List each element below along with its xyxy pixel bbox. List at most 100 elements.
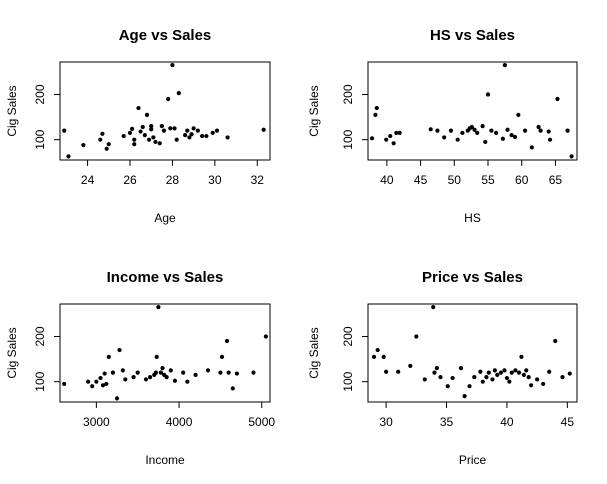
data-point [509, 133, 514, 138]
x-tick-label: 28 [166, 173, 180, 187]
x-tick-label: 50 [448, 173, 462, 187]
data-point [193, 372, 198, 378]
data-point [251, 370, 256, 375]
data-point [153, 139, 158, 145]
data-point [384, 369, 389, 374]
data-point [106, 354, 111, 359]
data-point [204, 133, 209, 139]
data-point [102, 371, 107, 376]
data-point [480, 124, 485, 129]
data-point [373, 112, 378, 117]
data-point [151, 135, 156, 140]
data-point [153, 370, 159, 375]
data-point [214, 128, 220, 133]
data-point [408, 363, 413, 368]
x-tick-label: 40 [380, 173, 394, 187]
data-point [396, 369, 401, 374]
data-point [567, 371, 572, 376]
data-point [143, 377, 149, 382]
data-point [149, 124, 154, 129]
data-point [140, 124, 145, 130]
data-point [81, 142, 86, 148]
x-tick-label: 3000 [83, 415, 110, 429]
data-point [161, 128, 167, 133]
data-point [62, 128, 67, 133]
plot-box [367, 61, 578, 161]
data-point [397, 130, 402, 136]
data-point [547, 137, 553, 142]
data-point [414, 334, 419, 339]
data-point [432, 370, 437, 375]
y-tick-label: 200 [341, 326, 355, 346]
y-tick-label: 100 [33, 371, 47, 391]
data-point [156, 305, 161, 310]
data-point [522, 128, 528, 133]
data-point [132, 142, 137, 147]
data-point [498, 370, 503, 375]
data-point [159, 124, 164, 129]
data-point [123, 377, 128, 382]
data-point [154, 354, 159, 359]
data-point [104, 146, 109, 151]
x-tick-label: 26 [123, 173, 137, 187]
data-point [127, 130, 133, 136]
data-point [120, 368, 125, 373]
data-point [428, 127, 433, 132]
data-point [135, 370, 140, 375]
data-point [458, 366, 464, 371]
data-point [158, 370, 163, 375]
data-point [472, 127, 477, 132]
chart-title: Age vs Sales [119, 27, 212, 44]
data-point [445, 384, 450, 389]
data-point [195, 128, 200, 133]
data-point [174, 137, 179, 142]
x-tick-label: 55 [481, 173, 495, 187]
data-point [218, 370, 223, 375]
data-point [431, 305, 436, 310]
data-point [210, 130, 215, 136]
data-point [185, 128, 190, 133]
data-point [438, 375, 443, 380]
data-point [66, 154, 71, 159]
data-point [62, 381, 67, 387]
panel-2: HS vs Sales HS Cig Sales 40 45 50 55 60 65 100 200 [307, 27, 578, 225]
data-point [455, 137, 460, 142]
data-point [480, 379, 485, 384]
data-point [546, 129, 551, 134]
data-point [121, 133, 126, 139]
data-point [375, 347, 380, 353]
data-point [371, 354, 377, 359]
data-point [176, 91, 181, 96]
x-axis-label: HS [464, 211, 481, 225]
x-tick-label: 40 [500, 415, 514, 429]
data-point [131, 375, 136, 380]
x-tick-label: 32 [251, 173, 265, 187]
y-tick-label: 100 [341, 371, 355, 391]
data-point [475, 130, 480, 136]
y-tick-label: 100 [33, 129, 47, 149]
panel-3: Income vs Sales Income Cig Sales 3000 4000 50… [5, 269, 275, 467]
data-point [485, 92, 491, 97]
data-point [381, 354, 386, 359]
data-point [435, 128, 440, 133]
panel-1: Age vs Sales Age Cig Sales 24 26 28 30 32 100 200 [5, 27, 271, 225]
data-point [560, 375, 565, 380]
data-point [146, 137, 152, 142]
data-point [500, 136, 505, 141]
data-point [114, 396, 120, 401]
data-point [472, 375, 477, 380]
data-point [516, 370, 522, 375]
plot-box [59, 303, 271, 403]
data-point [526, 375, 531, 380]
data-point [502, 368, 507, 373]
data-point [219, 354, 225, 359]
data-point [374, 105, 379, 111]
data-point [388, 133, 393, 139]
data-point [185, 379, 190, 384]
data-point [504, 375, 510, 381]
y-axis-label: Cig Sales [307, 327, 321, 378]
x-tick-label: 5000 [248, 415, 275, 429]
data-point [104, 381, 109, 387]
data-point [384, 137, 389, 142]
data-point [130, 126, 135, 131]
